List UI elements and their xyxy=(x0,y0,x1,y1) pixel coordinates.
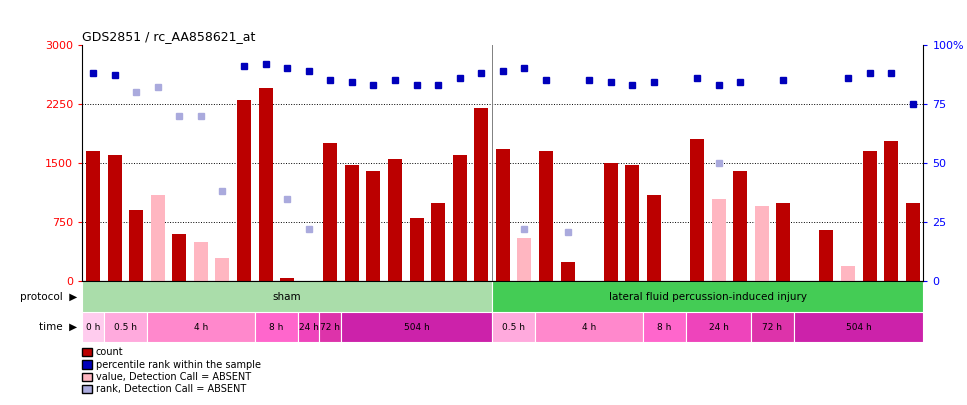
Bar xyxy=(254,312,298,342)
Text: count: count xyxy=(96,347,124,357)
Bar xyxy=(216,258,229,281)
Text: time  ▶: time ▶ xyxy=(40,322,77,332)
Text: 504 h: 504 h xyxy=(846,322,871,332)
Bar xyxy=(754,207,769,281)
Bar xyxy=(410,218,424,281)
Bar xyxy=(453,155,467,281)
Text: GDS2851 / rc_AA858621_at: GDS2851 / rc_AA858621_at xyxy=(82,30,255,43)
Bar xyxy=(841,266,855,281)
Text: 0 h: 0 h xyxy=(86,322,101,332)
Bar xyxy=(647,195,660,281)
Bar xyxy=(147,312,254,342)
Text: 4 h: 4 h xyxy=(582,322,597,332)
Bar xyxy=(258,88,273,281)
Text: 8 h: 8 h xyxy=(269,322,283,332)
Bar xyxy=(884,141,898,281)
Text: sham: sham xyxy=(273,292,302,302)
Bar xyxy=(496,149,510,281)
Text: 24 h: 24 h xyxy=(709,322,728,332)
Bar xyxy=(561,262,574,281)
Bar xyxy=(172,234,187,281)
Text: percentile rank within the sample: percentile rank within the sample xyxy=(96,360,261,369)
Text: 504 h: 504 h xyxy=(403,322,429,332)
Bar xyxy=(345,164,359,281)
Bar xyxy=(323,143,337,281)
Bar xyxy=(794,312,923,342)
Bar xyxy=(535,312,643,342)
Bar xyxy=(517,238,532,281)
Bar xyxy=(733,171,747,281)
Bar xyxy=(643,312,687,342)
Text: 72 h: 72 h xyxy=(763,322,782,332)
Bar xyxy=(751,312,794,342)
Text: 0.5 h: 0.5 h xyxy=(502,322,525,332)
Bar xyxy=(492,312,535,342)
Bar xyxy=(863,151,876,281)
Bar xyxy=(86,151,100,281)
Bar xyxy=(107,155,122,281)
Bar xyxy=(712,198,725,281)
Bar xyxy=(492,281,923,312)
Bar xyxy=(193,242,208,281)
Bar xyxy=(687,312,751,342)
Bar xyxy=(280,277,294,281)
Bar xyxy=(626,164,639,281)
Bar xyxy=(474,108,488,281)
Bar xyxy=(366,171,380,281)
Text: rank, Detection Call = ABSENT: rank, Detection Call = ABSENT xyxy=(96,384,246,394)
Bar xyxy=(819,230,834,281)
Bar xyxy=(341,312,492,342)
Text: 24 h: 24 h xyxy=(299,322,319,332)
Text: 72 h: 72 h xyxy=(320,322,340,332)
Bar xyxy=(82,312,103,342)
Bar xyxy=(298,312,319,342)
Bar xyxy=(603,163,618,281)
Bar xyxy=(237,100,251,281)
Bar xyxy=(431,202,445,281)
Bar xyxy=(130,211,143,281)
Bar xyxy=(539,151,553,281)
Bar xyxy=(319,312,341,342)
Bar xyxy=(103,312,147,342)
Bar xyxy=(906,202,920,281)
Text: protocol  ▶: protocol ▶ xyxy=(20,292,77,302)
Text: lateral fluid percussion-induced injury: lateral fluid percussion-induced injury xyxy=(609,292,806,302)
Bar xyxy=(388,159,402,281)
Bar xyxy=(777,202,790,281)
Text: value, Detection Call = ABSENT: value, Detection Call = ABSENT xyxy=(96,372,250,382)
Text: 4 h: 4 h xyxy=(193,322,208,332)
Bar xyxy=(151,195,164,281)
Bar xyxy=(82,281,492,312)
Text: 8 h: 8 h xyxy=(658,322,672,332)
Bar xyxy=(690,139,704,281)
Text: 0.5 h: 0.5 h xyxy=(114,322,137,332)
